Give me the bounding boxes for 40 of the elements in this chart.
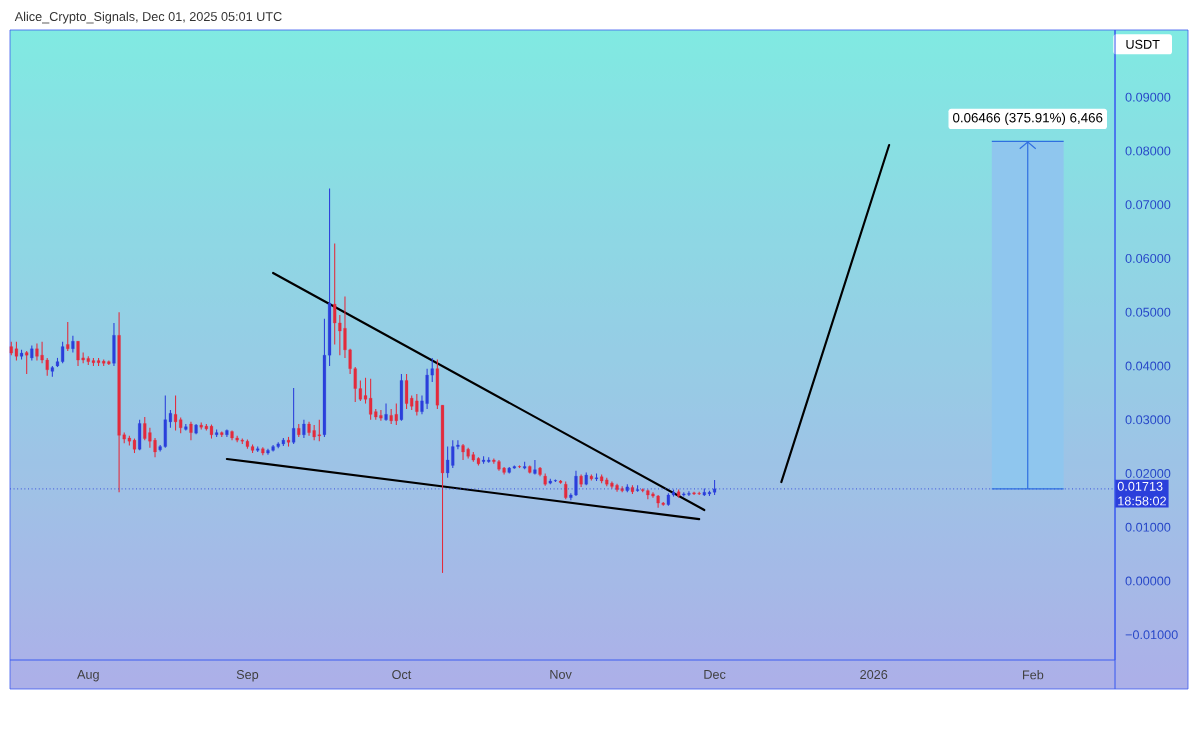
candlestick: [559, 479, 563, 485]
candlestick: [66, 321, 70, 352]
candlestick: [630, 484, 635, 495]
x-tick-label: Nov: [550, 670, 572, 679]
candlestick: [297, 423, 301, 438]
y-tick-label: −0.01000: [1125, 630, 1178, 640]
y-tick-label: 0.05000: [1125, 307, 1171, 317]
candlestick: [399, 373, 404, 422]
y-tick-label: 0.06000: [1125, 253, 1171, 263]
candlestick: [138, 419, 142, 451]
y-tick-label: 0.07000: [1125, 200, 1171, 210]
x-tick-label: Sep: [236, 670, 259, 682]
candlestick: [19, 349, 24, 361]
candlestick: [584, 471, 588, 486]
chart-title: Alice_Crypto_Signals, Dec 01, 2025 05:01 UTC: [14, 11, 282, 24]
candlestick: [517, 464, 522, 469]
y-tick-label: 0.00000: [1125, 576, 1171, 586]
x-tick-label: Dec: [704, 670, 726, 679]
y-tick-label: 0.04000: [1125, 361, 1171, 371]
candlestick: [25, 350, 29, 375]
y-axis-title: USDT: [1126, 39, 1160, 49]
ref-line-label: 0.01713: [1117, 481, 1163, 491]
y-tick-label: 0.03000: [1125, 415, 1171, 425]
candlestick: [50, 365, 54, 378]
candlestick: [543, 472, 547, 487]
annotation: 0.06466 (375.91%) 6,466: [953, 112, 1103, 126]
candlestick: [292, 387, 296, 445]
candlestick: [30, 344, 34, 362]
x-tick-label: Aug: [77, 670, 99, 682]
y-tick-label: 0.01000: [1125, 522, 1171, 532]
x-tick-label: Oct: [392, 670, 412, 680]
candlestick: [215, 428, 219, 438]
y-tick-label: 0.02000: [1125, 468, 1171, 478]
text: 18:58:02: [1118, 496, 1166, 506]
y-tick-label: 0.09000: [1125, 92, 1171, 102]
x-tick-label: Feb: [1023, 670, 1044, 680]
candlestick: [594, 472, 599, 482]
y-tick-label: 0.08000: [1125, 146, 1171, 156]
candlestick: [286, 436, 291, 448]
x-tick-label: 2026: [860, 670, 888, 680]
